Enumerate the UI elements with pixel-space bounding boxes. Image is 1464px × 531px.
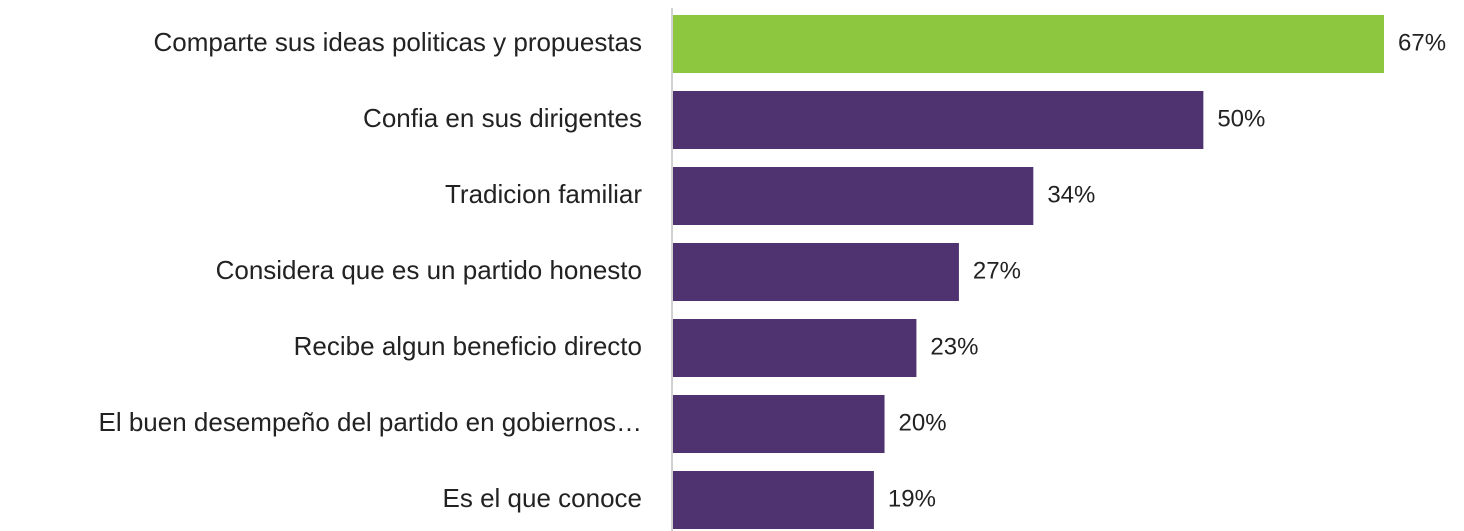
value-label: 20% xyxy=(899,409,947,436)
bar xyxy=(673,395,885,453)
category-label: El buen desempeño del partido en gobiern… xyxy=(99,407,643,437)
bar xyxy=(673,167,1034,225)
category-label: Tradicion familiar xyxy=(445,179,642,209)
value-label: 27% xyxy=(973,257,1021,284)
value-label: 50% xyxy=(1217,105,1265,132)
value-label: 34% xyxy=(1047,181,1095,208)
value-label: 19% xyxy=(888,485,936,512)
category-label: Considera que es un partido honesto xyxy=(216,255,642,285)
category-label: Recibe algun beneficio directo xyxy=(294,331,642,361)
bar xyxy=(673,471,874,529)
value-label: 23% xyxy=(930,333,978,360)
bar xyxy=(673,15,1384,73)
category-label: Confia en sus dirigentes xyxy=(363,103,642,133)
value-label: 67% xyxy=(1398,29,1446,56)
category-label: Es el que conoce xyxy=(443,483,642,513)
bar xyxy=(673,243,959,301)
bar xyxy=(673,91,1204,149)
category-label: Comparte sus ideas politicas y propuesta… xyxy=(154,27,642,57)
bar xyxy=(673,319,917,377)
